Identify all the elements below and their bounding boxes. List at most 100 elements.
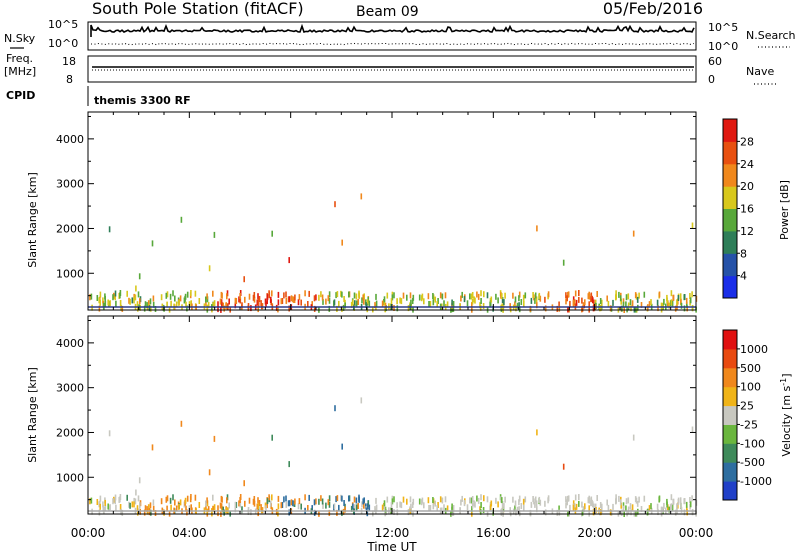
scatter-cell bbox=[357, 299, 359, 305]
scatter-cell bbox=[532, 496, 534, 502]
scatter-cell bbox=[607, 300, 610, 307]
colorbar-segment bbox=[723, 386, 737, 407]
scatter-cell bbox=[307, 505, 309, 511]
x-tick-label: 00:00 bbox=[71, 526, 106, 540]
scatter-cell bbox=[480, 502, 482, 508]
scatter-cell bbox=[691, 291, 693, 298]
scatter-cell bbox=[384, 302, 387, 309]
scatter-cell bbox=[228, 502, 230, 509]
colorbar-segment bbox=[723, 424, 737, 444]
scatter-cell bbox=[358, 496, 360, 503]
scatter-cell bbox=[334, 405, 336, 412]
scatter-cell bbox=[288, 461, 290, 468]
scatter-cell bbox=[190, 300, 192, 307]
scatter-cell bbox=[514, 505, 516, 512]
scatter-cell bbox=[340, 290, 342, 297]
scatter-cell bbox=[581, 509, 584, 516]
scatter-cell bbox=[252, 294, 255, 301]
scatter-cell bbox=[620, 298, 622, 305]
scatter-cell bbox=[226, 293, 228, 300]
scatter-cell bbox=[277, 291, 280, 298]
scatter-cell bbox=[311, 505, 313, 512]
scatter-cell bbox=[421, 497, 424, 504]
scatter-cell bbox=[567, 291, 570, 298]
scatter-cell bbox=[574, 290, 577, 297]
scatter-cell bbox=[643, 291, 646, 298]
scatter-cell bbox=[625, 498, 628, 505]
scatter-cell bbox=[461, 495, 463, 502]
scatter-cell bbox=[338, 504, 340, 511]
scatter-cell bbox=[689, 293, 691, 299]
x-tick-label: 16:00 bbox=[476, 526, 511, 540]
scatter-cell bbox=[677, 298, 679, 305]
scatter-cell bbox=[325, 298, 327, 305]
scatter-cell bbox=[486, 496, 489, 503]
scatter-cell bbox=[363, 293, 365, 300]
scatter-cell bbox=[119, 504, 122, 510]
scatter-cell bbox=[463, 500, 466, 507]
scatter-cell bbox=[205, 500, 207, 507]
scatter-cell bbox=[599, 502, 602, 508]
scatter-cell bbox=[573, 299, 576, 306]
scatter-cell bbox=[406, 498, 408, 505]
colorbar-tick-label: -500 bbox=[740, 456, 765, 469]
scatter-cell bbox=[518, 506, 520, 513]
scatter-cell bbox=[307, 301, 309, 307]
scatter-cell bbox=[432, 293, 434, 299]
scatter-cell bbox=[151, 240, 154, 247]
scatter-cell bbox=[108, 226, 111, 233]
scatter-cell bbox=[138, 477, 141, 484]
scatter-cell bbox=[383, 503, 386, 510]
scatter-cell bbox=[691, 509, 694, 516]
scatter-cell bbox=[241, 506, 243, 513]
scatter-cell bbox=[113, 292, 115, 299]
scatter-cell bbox=[679, 497, 682, 504]
scatter-cell bbox=[670, 494, 673, 501]
scatter-cell bbox=[432, 497, 434, 503]
scatter-cell bbox=[138, 273, 141, 280]
colorbar-segment bbox=[723, 348, 737, 369]
scatter-cell bbox=[342, 304, 345, 311]
scatter-cell bbox=[391, 294, 394, 301]
scatter-cell bbox=[358, 292, 360, 299]
scatter-cell bbox=[99, 291, 102, 298]
scatter-cell bbox=[344, 302, 346, 309]
scatter-cell bbox=[640, 302, 643, 308]
scatter-cell bbox=[671, 300, 674, 307]
scatter-cell bbox=[217, 301, 219, 308]
scatter-cell bbox=[126, 290, 128, 297]
scatter-cell bbox=[584, 503, 586, 510]
scatter-cell bbox=[115, 504, 117, 511]
scatter-cell bbox=[281, 502, 284, 508]
scatter-cell bbox=[172, 494, 174, 501]
scatter-cell bbox=[355, 504, 358, 511]
scatter-cell bbox=[418, 294, 421, 301]
scatter-cell bbox=[490, 500, 493, 507]
scatter-cell bbox=[328, 509, 331, 516]
scatter-cell bbox=[662, 302, 664, 309]
scatter-cell bbox=[460, 499, 462, 506]
scatter-cell bbox=[104, 499, 106, 506]
scatter-cell bbox=[185, 301, 187, 308]
scatter-cell bbox=[213, 435, 216, 442]
colorbar-segment bbox=[723, 481, 737, 501]
scatter-cell bbox=[261, 303, 263, 310]
scatter-cell bbox=[247, 507, 250, 513]
scatter-cell bbox=[198, 502, 201, 508]
scatter-cell bbox=[285, 291, 287, 298]
scatter-cell bbox=[281, 298, 284, 304]
scatter-cell bbox=[562, 463, 565, 470]
scatter-cell bbox=[128, 297, 130, 304]
scatter-cell bbox=[341, 305, 343, 312]
scatter-cell bbox=[222, 302, 224, 309]
scatter-cell bbox=[409, 292, 412, 299]
scatter-cell bbox=[288, 257, 290, 264]
scatter-cell bbox=[686, 305, 688, 312]
scatter-cell bbox=[501, 497, 503, 504]
scatter-cell bbox=[318, 294, 320, 301]
scatter-cell bbox=[154, 510, 157, 516]
scatter-cell bbox=[626, 510, 628, 517]
scatter-cell bbox=[509, 306, 512, 313]
scatter-cell bbox=[590, 292, 593, 299]
scatter-cell bbox=[672, 294, 674, 301]
